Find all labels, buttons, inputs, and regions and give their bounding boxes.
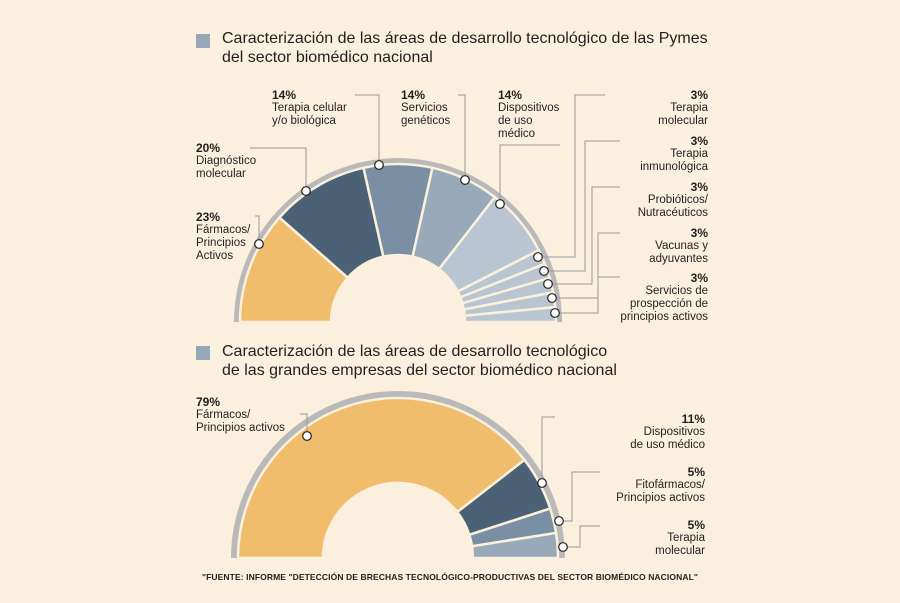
chart1-leader-line-6 xyxy=(544,140,620,272)
chart1-label-dispositivos: 14% Dispositivos de uso médico xyxy=(498,89,559,141)
chart1-label-farmacos: 23% Fármacos/ Principios Activos xyxy=(196,211,250,263)
chart2-leader-line-2 xyxy=(559,471,600,522)
chart1-marker-dot-1 xyxy=(301,186,311,196)
chart1-category: Diagnóstico molecular xyxy=(196,155,257,180)
legend-square-1 xyxy=(196,34,210,48)
chart1-marker-dot-7 xyxy=(543,279,553,289)
chart1-label-diagnostico: 20% Diagnóstico molecular xyxy=(196,142,256,181)
chart2-title-line1: Caracterización de las áreas de desarrol… xyxy=(222,343,608,360)
chart2-category: Fármacos/ Principios activos xyxy=(196,409,285,434)
chart2-pct: 5% xyxy=(687,518,705,532)
chart1-pct: 3% xyxy=(690,226,708,240)
chart1-category: Terapia celular y/o biológica xyxy=(272,102,347,127)
chart1-marker-dot-8 xyxy=(547,293,557,303)
chart1-category: Servicios genéticos xyxy=(401,102,451,127)
chart2-marker-dot-2 xyxy=(554,516,564,526)
chart2-label-terapia-molecular: 5% Terapia molecular xyxy=(655,519,705,558)
chart1-category: Terapia inmunológica xyxy=(640,148,708,173)
chart1-label-vacunas: 3% Vacunas y adyuvantes xyxy=(649,227,708,266)
chart1-marker-dot-5 xyxy=(533,252,543,262)
chart2-marker-dot-1 xyxy=(537,478,547,488)
chart2-half-donut xyxy=(231,390,600,560)
legend-square-2 xyxy=(196,346,210,360)
chart2-pct: 5% xyxy=(687,465,705,479)
chart2-leader-line-3 xyxy=(563,525,600,548)
chart1-leader-line-7 xyxy=(548,186,620,285)
chart2-slice-3 xyxy=(470,531,560,560)
chart1-leader-line-2 xyxy=(355,94,380,165)
chart1-leader-line-3 xyxy=(458,94,466,180)
chart2-title: Caracterización de las áreas de desarrol… xyxy=(222,342,617,380)
chart1-title-line2: del sector biomédico nacional xyxy=(222,49,433,66)
chart1-label-probioticos: 3% Probióticos/ Nutracéuticos xyxy=(638,181,708,220)
chart1-pct: 3% xyxy=(690,88,708,102)
chart2-category: Terapia molecular xyxy=(655,532,705,557)
chart1-label-terapia-molecular: 3% Terapia molecular xyxy=(658,89,708,128)
chart2-marker-dot-0 xyxy=(302,431,312,441)
chart2-pct: 79% xyxy=(196,395,221,409)
chart1-pct: 14% xyxy=(272,88,297,102)
chart1-half-donut xyxy=(234,94,620,324)
chart1-leader-line-1 xyxy=(250,147,307,191)
chart1-title-line1: Caracterización de las áreas de desarrol… xyxy=(222,30,708,47)
chart1-category: Probióticos/ Nutracéuticos xyxy=(637,194,708,219)
chart1-pct: 20% xyxy=(196,141,221,155)
chart1-category: Servicios de prospección de principios a… xyxy=(620,285,708,323)
chart1-leader-line-8 xyxy=(552,232,620,299)
chart1-pct: 23% xyxy=(196,210,221,224)
chart2-pct: 11% xyxy=(681,412,705,426)
chart2-category: Fitofármacos/ Principios activos xyxy=(616,479,705,504)
chart1-pct: 3% xyxy=(690,180,708,194)
source-note: "FUENTE: INFORME "DETECCIÓN DE BRECHAS T… xyxy=(202,572,698,582)
chart1-marker-dot-0 xyxy=(254,239,264,249)
chart1-label-terapia-celular: 14% Terapia celular y/o biológica xyxy=(272,89,347,128)
chart1-leader-line-0 xyxy=(255,215,260,244)
chart1-pct: 14% xyxy=(401,88,426,102)
chart1-pct: 3% xyxy=(690,271,708,285)
chart2-label-dispositivos: 11% Dispositivos de uso médico xyxy=(630,413,705,452)
chart2-leader-line-1 xyxy=(541,416,555,483)
chart1-marker-dot-3 xyxy=(460,175,470,185)
chart1-marker-dot-2 xyxy=(374,160,384,170)
chart2-label-fitofarmacos: 5% Fitofármacos/ Principios activos xyxy=(616,466,705,505)
chart1-leader-line-9 xyxy=(555,276,620,314)
chart1-pct: 14% xyxy=(498,88,523,102)
chart2-label-farmacos: 79% Fármacos/ Principios activos xyxy=(196,396,285,435)
chart2-leader-line-0 xyxy=(300,413,308,436)
chart1-label-servicios-geneticos: 14% Servicios genéticos xyxy=(401,89,450,128)
chart1-pct: 3% xyxy=(690,134,708,148)
chart1-category: Terapia molecular xyxy=(658,102,708,127)
chart1-leader-line-4 xyxy=(499,144,560,204)
chart1-marker-dot-6 xyxy=(539,266,549,276)
chart1-label-prospeccion: 3% Servicios de prospección de principio… xyxy=(620,272,708,324)
chart1-marker-dot-9 xyxy=(550,308,560,318)
chart1-label-terapia-inmunologica: 3% Terapia inmunológica xyxy=(640,135,708,174)
chart1-leader-line-5 xyxy=(538,94,605,258)
chart2-title-line2: de las grandes empresas del sector biomé… xyxy=(222,362,617,379)
chart1-category: Vacunas y adyuvantes xyxy=(649,240,708,265)
chart2-marker-dot-3 xyxy=(558,542,568,552)
chart1-category: Dispositivos de uso médico xyxy=(498,102,560,140)
chart1-title: Caracterización de las áreas de desarrol… xyxy=(222,29,708,67)
chart2-category: Dispositivos de uso médico xyxy=(630,426,705,451)
chart1-category: Fármacos/ Principios Activos xyxy=(196,224,251,262)
chart1-marker-dot-4 xyxy=(495,199,505,209)
